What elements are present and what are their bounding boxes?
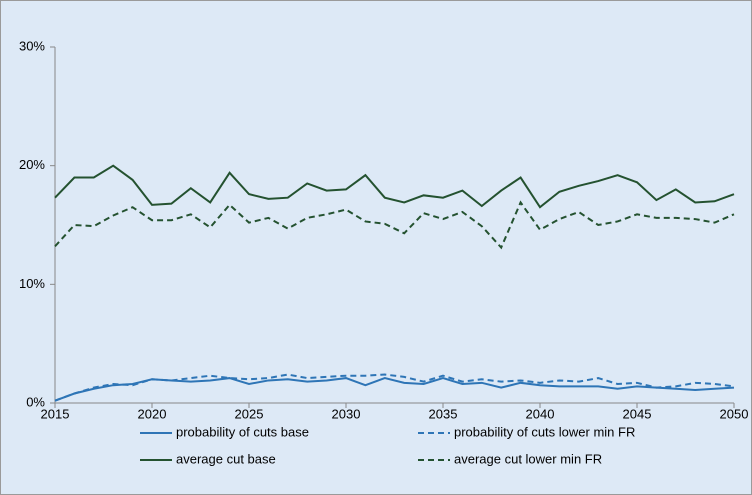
y-tick-label: 20%	[19, 157, 45, 172]
series-line	[54, 377, 735, 402]
series-line	[54, 373, 735, 402]
y-tick-label: 0%	[26, 394, 45, 409]
x-tick-label: 2030	[332, 406, 361, 421]
y-tick-label: 10%	[19, 276, 45, 291]
legend-label: probability of cuts base	[176, 424, 309, 439]
legend-label: average cut base	[176, 451, 276, 466]
series-line	[54, 200, 735, 250]
legend-label: average cut lower min FR	[454, 451, 602, 466]
x-tick-label: 2035	[429, 406, 458, 421]
x-tick-label: 2040	[526, 406, 555, 421]
legend-label: probability of cuts lower min FR	[454, 424, 635, 439]
x-tick-label: 2015	[41, 406, 70, 421]
series-line	[54, 164, 735, 209]
x-tick-label: 2025	[235, 406, 264, 421]
x-tick-label: 2045	[623, 406, 652, 421]
y-tick-label: 30%	[19, 38, 45, 53]
x-tick-label: 2020	[138, 406, 167, 421]
x-tick-label: 2050	[720, 406, 749, 421]
